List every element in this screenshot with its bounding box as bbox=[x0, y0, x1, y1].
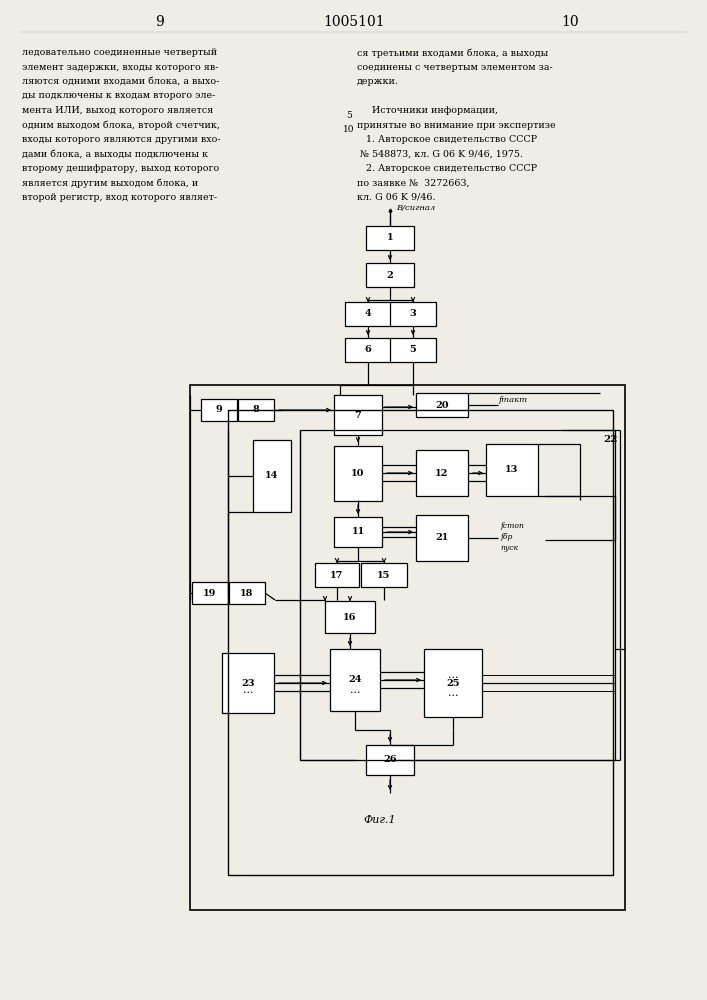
Text: 3: 3 bbox=[409, 310, 416, 318]
Text: Источники информации,: Источники информации, bbox=[357, 106, 498, 115]
Text: входы которого являются другими вхо-: входы которого являются другими вхо- bbox=[22, 135, 221, 144]
Text: ледовательно соединенные четвертый: ледовательно соединенные четвертый bbox=[22, 48, 217, 57]
Bar bbox=[238, 399, 274, 421]
Text: 1. Авторское свидетельство СССР: 1. Авторское свидетельство СССР bbox=[357, 135, 537, 144]
Text: 15: 15 bbox=[378, 570, 391, 580]
Text: fбр: fбр bbox=[500, 533, 513, 541]
Text: ...: ... bbox=[448, 670, 458, 680]
Bar bbox=[345, 302, 391, 326]
Text: 16: 16 bbox=[344, 612, 357, 621]
Text: является другим выходом блока, и: является другим выходом блока, и bbox=[22, 178, 198, 188]
Bar bbox=[345, 338, 391, 362]
Text: ся третьими входами блока, а выходы: ся третьими входами блока, а выходы bbox=[357, 48, 548, 57]
Text: 2. Авторское свидетельство СССР: 2. Авторское свидетельство СССР bbox=[357, 164, 537, 173]
Bar bbox=[361, 563, 407, 587]
Text: элемент задержки, входы которого яв-: элемент задержки, входы которого яв- bbox=[22, 62, 218, 72]
Text: ляются одними входами блока, а выхо-: ляются одними входами блока, а выхо- bbox=[22, 77, 219, 86]
Bar bbox=[334, 446, 382, 500]
Text: 21: 21 bbox=[436, 534, 449, 542]
Text: 25: 25 bbox=[446, 678, 460, 688]
Text: 2: 2 bbox=[387, 270, 393, 279]
Bar bbox=[190, 385, 625, 910]
Text: 7: 7 bbox=[355, 410, 361, 420]
Bar bbox=[390, 338, 436, 362]
Text: 18: 18 bbox=[240, 588, 254, 597]
Bar bbox=[366, 745, 414, 775]
Text: 19: 19 bbox=[204, 588, 216, 597]
Text: 4: 4 bbox=[365, 310, 371, 318]
Bar bbox=[325, 601, 375, 633]
Text: кл. G 06 K 9/46.: кл. G 06 K 9/46. bbox=[357, 193, 436, 202]
Bar bbox=[229, 582, 265, 604]
Text: дами блока, а выходы подключены к: дами блока, а выходы подключены к bbox=[22, 149, 208, 158]
Text: 13: 13 bbox=[506, 466, 519, 475]
Text: одним выходом блока, второй счетчик,: одним выходом блока, второй счетчик, bbox=[22, 120, 220, 130]
Bar bbox=[390, 302, 436, 326]
Bar bbox=[334, 517, 382, 547]
Text: fтакт: fтакт bbox=[499, 396, 528, 404]
Bar bbox=[366, 226, 414, 250]
Text: мента ИЛИ, выход которого является: мента ИЛИ, выход которого является bbox=[22, 106, 214, 115]
Text: принятые во внимание при экспертизе: принятые во внимание при экспертизе bbox=[357, 120, 556, 129]
Text: 22: 22 bbox=[603, 436, 617, 444]
Text: 8: 8 bbox=[252, 406, 259, 414]
Text: В/сигнал: В/сигнал bbox=[396, 204, 436, 212]
Bar bbox=[486, 444, 538, 496]
Text: 20: 20 bbox=[436, 400, 449, 410]
Text: держки.: держки. bbox=[357, 77, 399, 86]
Text: второму дешифратору, выход которого: второму дешифратору, выход которого bbox=[22, 164, 219, 173]
Text: 1005101: 1005101 bbox=[323, 15, 385, 29]
Bar bbox=[253, 440, 291, 512]
Text: ...: ... bbox=[243, 685, 253, 695]
Text: 24: 24 bbox=[349, 676, 362, 684]
Text: 14: 14 bbox=[265, 472, 279, 481]
Text: второй регистр, вход которого являет-: второй регистр, вход которого являет- bbox=[22, 193, 217, 202]
Text: ды подключены к входам второго эле-: ды подключены к входам второго эле- bbox=[22, 92, 216, 101]
Bar bbox=[222, 653, 274, 713]
Bar bbox=[201, 399, 237, 421]
Text: пуск: пуск bbox=[500, 544, 518, 552]
Bar bbox=[315, 563, 359, 587]
Bar bbox=[330, 649, 380, 711]
Text: 26: 26 bbox=[383, 756, 397, 764]
Text: ...: ... bbox=[448, 688, 458, 698]
Bar bbox=[416, 393, 468, 417]
Text: 23: 23 bbox=[241, 678, 255, 688]
Text: 17: 17 bbox=[330, 570, 344, 580]
Text: 1: 1 bbox=[387, 233, 393, 242]
Bar bbox=[366, 263, 414, 287]
Bar bbox=[192, 582, 228, 604]
Text: 11: 11 bbox=[351, 528, 365, 536]
Text: 10: 10 bbox=[344, 124, 355, 133]
Text: 12: 12 bbox=[436, 468, 449, 478]
Text: 9: 9 bbox=[216, 406, 223, 414]
Text: 10: 10 bbox=[561, 15, 579, 29]
Text: № 548873, кл. G 06 K 9/46, 1975.: № 548873, кл. G 06 K 9/46, 1975. bbox=[357, 149, 523, 158]
Bar bbox=[416, 515, 468, 561]
Text: 9: 9 bbox=[156, 15, 164, 29]
Text: соединены с четвертым элементом за-: соединены с четвертым элементом за- bbox=[357, 62, 553, 72]
Text: 5: 5 bbox=[346, 110, 352, 119]
Text: Фиг.1: Фиг.1 bbox=[363, 815, 397, 825]
Text: fстоп: fстоп bbox=[500, 522, 524, 530]
Text: 5: 5 bbox=[409, 346, 416, 355]
Text: 6: 6 bbox=[365, 346, 371, 355]
Bar bbox=[424, 649, 482, 717]
Bar bbox=[416, 450, 468, 496]
Text: ...: ... bbox=[350, 685, 361, 695]
Text: 10: 10 bbox=[351, 468, 365, 478]
Bar bbox=[300, 430, 615, 760]
Text: по заявке №  3272663,: по заявке № 3272663, bbox=[357, 178, 469, 188]
Bar bbox=[334, 395, 382, 435]
Bar bbox=[228, 410, 613, 875]
